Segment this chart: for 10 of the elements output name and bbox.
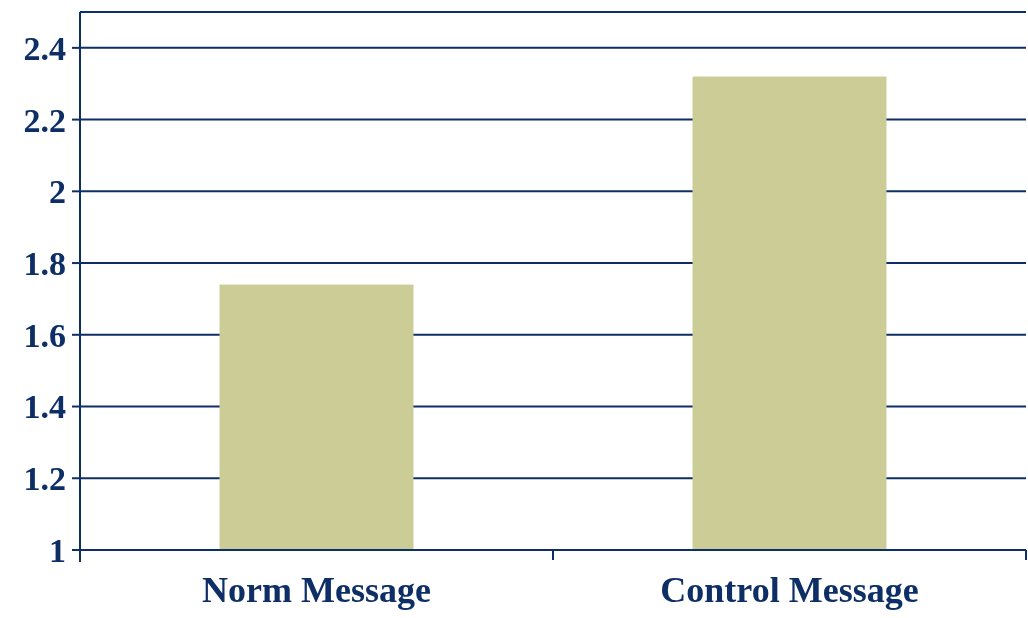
y-tick-label: 2.4	[23, 29, 66, 67]
x-tick-label: Norm Message	[202, 570, 431, 610]
y-tick-label: 1.4	[23, 388, 66, 426]
y-tick-label: 2	[49, 173, 66, 211]
y-tick-label: 1.6	[23, 316, 66, 354]
y-tick-label: 1.8	[23, 244, 66, 282]
y-tick-label: 1.2	[23, 460, 66, 498]
y-tick-label: 1	[49, 531, 66, 569]
y-tick-label: 2.2	[23, 101, 66, 139]
x-tick-label: Control Message	[660, 570, 919, 610]
